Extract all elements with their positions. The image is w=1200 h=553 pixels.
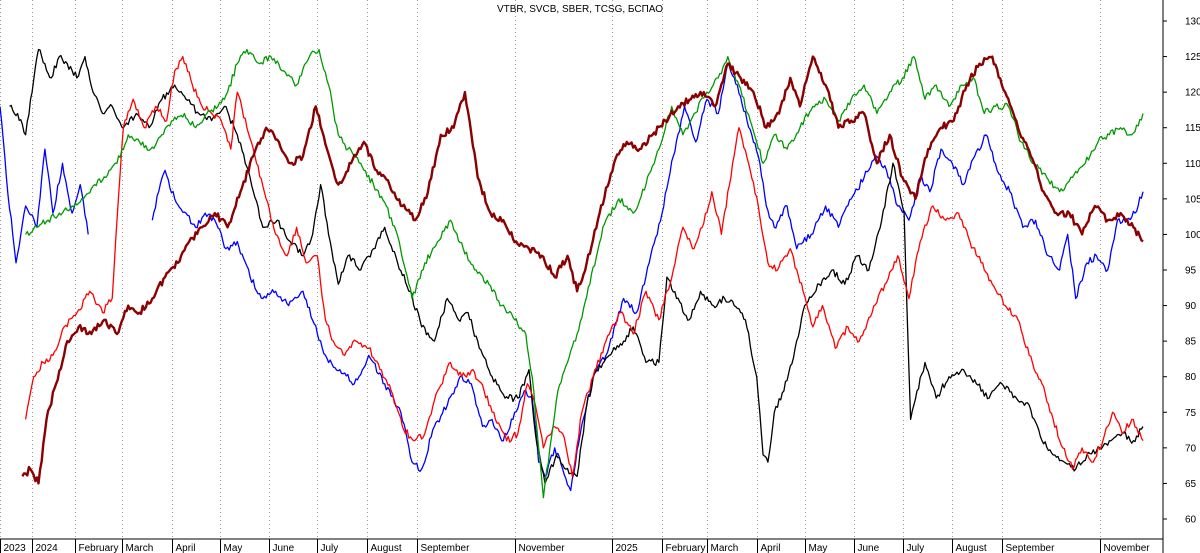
x-tick-label: November (1104, 543, 1151, 553)
x-tick-label: 2023 (4, 543, 27, 553)
y-tick-label: 95 (1185, 266, 1197, 277)
y-tick-label: 130 (1185, 17, 1200, 28)
chart-title: VTBR, SVCB, SBER, TCSG, БСПАО (497, 4, 663, 15)
series-line-2 (9, 48, 1144, 485)
series-line-5 (21, 55, 1144, 485)
x-tick-label: May (224, 543, 243, 553)
x-tick-label: September (421, 543, 471, 553)
x-tick-label: July (321, 543, 339, 553)
series-line-1 (0, 63, 1144, 492)
x-tick-label: March (126, 543, 154, 553)
y-tick-label: 90 (1185, 301, 1197, 312)
y-tick-label: 115 (1185, 123, 1200, 134)
series-line-4 (25, 48, 1144, 499)
y-tick-label: 85 (1185, 337, 1197, 348)
x-tick-label: August (956, 543, 987, 553)
y-tick-label: 75 (1185, 408, 1197, 419)
y-tick-label: 105 (1185, 194, 1200, 205)
y-tick-label: 60 (1185, 515, 1197, 526)
series-line-3 (24, 55, 1144, 477)
x-tick-label: August (371, 543, 402, 553)
y-tick-label: 100 (1185, 230, 1200, 241)
y-tick-label: 65 (1185, 479, 1197, 490)
y-tick-label: 70 (1185, 443, 1197, 454)
x-tick-label: November (519, 543, 566, 553)
x-tick-label: April (176, 543, 196, 553)
x-tick-label: April (761, 543, 781, 553)
x-tick-label: March (711, 543, 739, 553)
y-tick-label: 125 (1185, 52, 1200, 63)
x-tick-label: July (907, 543, 925, 553)
x-tick-label: 2025 (616, 543, 639, 553)
x-tick-label: February (79, 543, 119, 553)
x-tick-label: 2024 (36, 543, 59, 553)
x-tick-label: February (666, 543, 706, 553)
x-tick-label: June (273, 543, 295, 553)
x-tick-label: May (809, 543, 828, 553)
y-tick-label: 80 (1185, 372, 1197, 383)
y-tick-label: 110 (1185, 159, 1200, 170)
x-tick-label: June (858, 543, 880, 553)
x-tick-label: September (1006, 543, 1056, 553)
y-tick-label: 120 (1185, 88, 1200, 99)
series-layer (0, 48, 1144, 499)
